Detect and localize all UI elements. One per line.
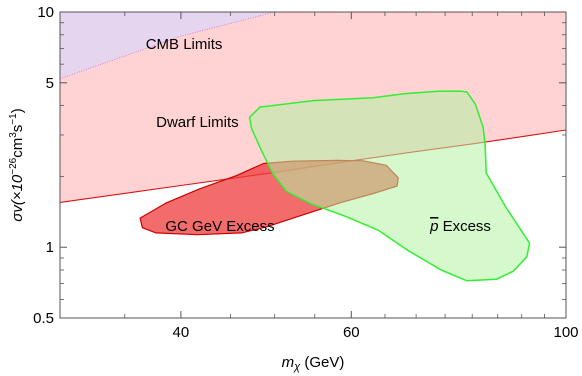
x-axis-title: mχ (GeV)	[282, 354, 345, 373]
y-tick-label: 5	[46, 75, 54, 92]
label-dwarf-limits: Dwarf Limits	[156, 114, 239, 131]
y-tick-label: 1	[46, 239, 54, 256]
x-tick-label: 100	[553, 324, 578, 341]
axis-ticks: 40 60 100 0.5 1 5 10	[33, 4, 578, 341]
pbar-excess-region	[248, 90, 531, 282]
region-labels: CMB Limits Dwarf Limits GC GeV Excess p Exc…	[146, 36, 491, 235]
cmb-limits-band	[60, 12, 315, 79]
label-pbar-excess: p Excess	[429, 218, 491, 235]
x-tick-label: 60	[343, 324, 360, 341]
x-tick-label: 40	[173, 324, 190, 341]
y-tick-label: 10	[37, 4, 54, 21]
plot-frame	[59, 11, 567, 319]
chart-regions	[60, 12, 566, 282]
y-axis-title: σv(×10−26cm3s−1)	[8, 108, 26, 221]
y-tick-label: 0.5	[33, 310, 54, 327]
label-gc-gev-excess: GC GeV Excess	[165, 218, 274, 235]
label-cmb-limits: CMB Limits	[146, 36, 223, 53]
